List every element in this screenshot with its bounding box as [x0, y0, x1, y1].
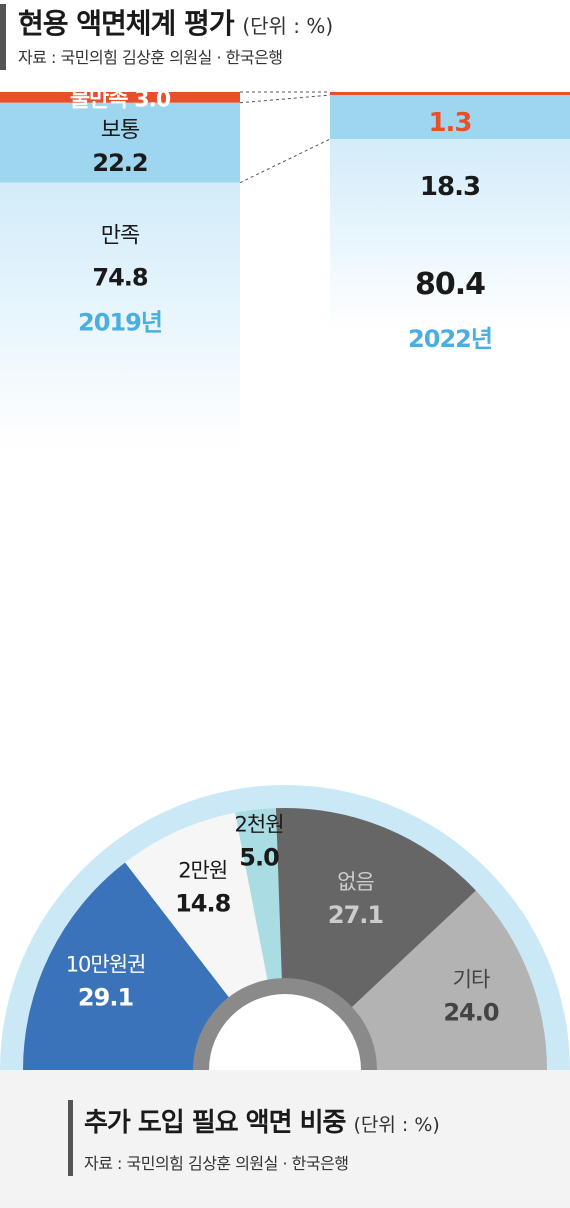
bar-segment-satisfied-2 [330, 139, 570, 332]
donut-label-value-10manwon: 29.1 [78, 984, 134, 1012]
label-normal-name-2019: 보통 [101, 118, 140, 143]
connector-line-mid [239, 94, 331, 104]
connector-line-bottom [239, 138, 331, 184]
year-label-2019: 2019년 [78, 309, 162, 337]
donut-title: 추가 도입 필요 액면 비중 (단위 : %) [84, 1102, 440, 1139]
donut-slice-2cheonwon [235, 808, 283, 992]
half-donut-chart: 10만원권 29.1 2만원 14.8 2천원 5.0 없음 27.1 기타 24.0 [0, 785, 570, 1070]
chart-unit: (단위 : %) [242, 14, 334, 38]
chart-source: 자료 : 국민의힘 김상훈 의원실 · 한국은행 [18, 48, 283, 67]
bar-segment-normal-1 [0, 102, 240, 183]
donut-label-value-2cheonwon: 5.0 [239, 843, 279, 871]
label-unsatisfied-2019: 불만족 3.0 [70, 87, 171, 112]
donut-unit: (단위 : %) [353, 1114, 440, 1136]
stacked-bar-chart: 불만족 3.0 보통 22.2 만족 74.8 2019년 1.3 18.3 80.4 2022년 [0, 87, 570, 452]
donut-slice-10manwon [23, 862, 237, 1070]
label-normal-value-2022: 18.3 [420, 172, 480, 202]
donut-label-name-2manwon: 2만원 [178, 859, 227, 883]
chart-title-text: 현용 액면체계 평가 [18, 7, 235, 40]
label-satisfied-name-2019: 만족 [101, 224, 140, 249]
donut-label-value-other: 24.0 [443, 998, 499, 1026]
donut-source: 자료 : 국민의힘 김상훈 의원실 · 한국은행 [84, 1154, 349, 1173]
title-accent-bar [0, 4, 6, 70]
label-satisfied-value-2019: 74.8 [92, 264, 148, 292]
label-unsatisfied-2022: 1.3 [428, 108, 471, 138]
label-normal-value-2019: 22.2 [92, 149, 147, 177]
bar-segment-unsatisfied-1 [0, 92, 240, 103]
donut-slice-2manwon [125, 812, 270, 1007]
year-label-2022: 2022년 [408, 325, 492, 353]
bar-segment-unsatisfied-2 [330, 92, 570, 96]
donut-label-value-2manwon: 14.8 [175, 890, 231, 918]
bar-segment-satisfied-1 [0, 182, 240, 452]
bar-segment-normal-2 [330, 95, 570, 140]
bottom-title-accent-bar [68, 1100, 73, 1176]
donut-title-text: 추가 도입 필요 액면 비중 [84, 1108, 346, 1138]
donut-label-value-none: 27.1 [328, 901, 384, 929]
chart-title: 현용 액면체계 평가 (단위 : %) [18, 2, 333, 42]
donut-label-name-other: 기타 [453, 967, 490, 991]
donut-center-hole [209, 994, 361, 1070]
donut-label-name-10manwon: 10만원권 [66, 953, 146, 977]
donut-slice-none [275, 808, 476, 1016]
donut-slice-other [343, 890, 547, 1070]
label-satisfied-value-2022: 80.4 [415, 267, 485, 302]
bottom-title-panel [0, 1070, 570, 1208]
donut-label-name-none: 없음 [337, 870, 374, 894]
donut-label-name-2cheonwon: 2천원 [235, 812, 284, 836]
